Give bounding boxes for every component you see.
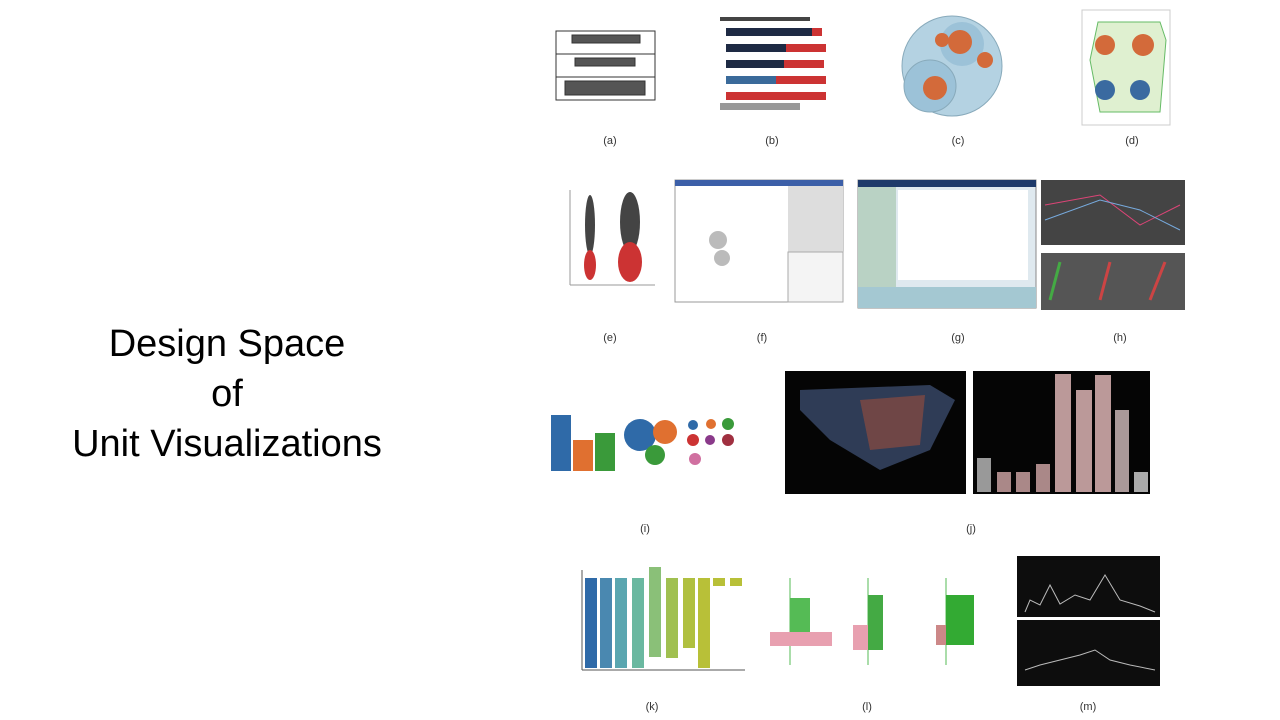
figure-label: (l)	[862, 701, 872, 713]
thumb-e	[569, 190, 655, 286]
thumb-a	[555, 30, 656, 101]
figure-label: (g)	[951, 332, 965, 344]
figure-label: (b)	[765, 135, 779, 147]
figure-label: (h)	[1113, 332, 1127, 344]
thumb-g	[857, 179, 1037, 309]
figure-label: (c)	[951, 135, 965, 147]
thumb-b	[720, 17, 826, 110]
figure-label: (f)	[756, 332, 768, 344]
thumb-c	[901, 15, 1003, 117]
figure-label: (k)	[645, 701, 659, 713]
figure-label: (a)	[603, 135, 617, 147]
thumb-l	[770, 578, 974, 665]
thumb-i	[551, 415, 734, 471]
thumb-f	[674, 179, 844, 303]
thumb-j	[785, 371, 1150, 494]
thumb-k	[581, 567, 745, 671]
thumb-h	[1041, 180, 1185, 310]
title-line: of	[211, 373, 243, 415]
thumb-d	[1081, 9, 1171, 126]
title-line: Design Space	[108, 323, 346, 365]
thumb-m	[1017, 556, 1160, 686]
figure-label: (m)	[1079, 701, 1097, 713]
figure-label: (i)	[640, 523, 650, 535]
figure-label: (e)	[603, 332, 617, 344]
figure-label: (d)	[1125, 135, 1139, 147]
title-line: Unit Visualizations	[72, 423, 382, 465]
figure-label: (j)	[966, 523, 976, 535]
